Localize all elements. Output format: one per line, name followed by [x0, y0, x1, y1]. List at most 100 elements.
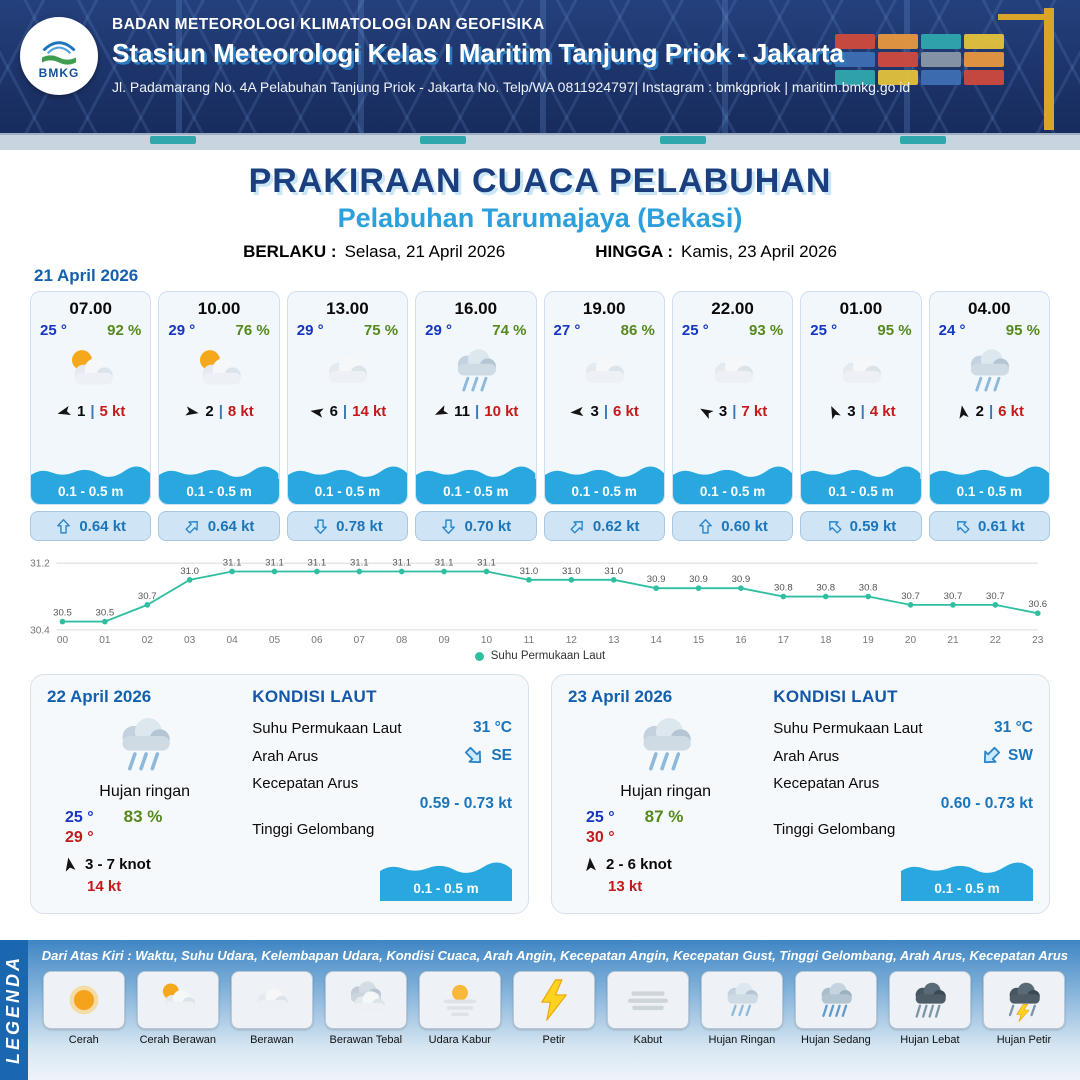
wave-height-band: 0.1 - 0.5 m	[544, 466, 664, 504]
legend-item: Petir	[510, 971, 598, 1046]
svg-text:13: 13	[608, 635, 620, 646]
weather-condition-icon	[418, 971, 501, 1029]
weather-condition-icon	[627, 709, 705, 781]
weather-condition-icon	[606, 971, 689, 1029]
temp-max: 30 °	[586, 829, 615, 847]
divider	[219, 403, 223, 420]
gust-speed: 7 kt	[741, 403, 768, 420]
weather-condition-icon	[60, 342, 122, 400]
wave-height: 0.1 - 0.5 m	[828, 484, 894, 499]
wind-range: 3 - 7 knot	[85, 856, 151, 874]
current-direction-icon	[459, 741, 490, 772]
weather-condition-icon	[512, 971, 595, 1029]
forecast-time: 04.00	[968, 299, 1011, 318]
current-direction-label: Arah Arus	[252, 747, 319, 765]
svg-text:30.7: 30.7	[138, 591, 157, 602]
daily-forecast-panel: 22 April 2026 Hujan ringan 25 ° 83 % 29 …	[30, 674, 529, 915]
svg-text:30.5: 30.5	[96, 607, 115, 618]
wind-speed: 3	[847, 403, 856, 420]
svg-text:02: 02	[142, 635, 154, 646]
forecast-date: 21 April 2026	[34, 266, 139, 285]
svg-text:31.1: 31.1	[223, 557, 242, 568]
wave-height-band: 0.1 - 0.5 m	[31, 466, 151, 504]
legend-item: Hujan Ringan	[698, 971, 786, 1046]
wind-range: 2 - 6 knot	[606, 856, 672, 874]
wave-height-band: 0.1 - 0.5 m	[801, 466, 921, 504]
svg-text:21: 21	[947, 635, 959, 646]
svg-text:31.2: 31.2	[30, 559, 50, 570]
legend-item: Hujan Sedang	[792, 971, 880, 1046]
weather-condition-icon	[830, 342, 892, 400]
weather-condition-icon	[982, 971, 1065, 1029]
wind-direction-icon	[581, 855, 599, 873]
bmkg-emblem-icon	[42, 41, 76, 65]
relative-humidity: 74 %	[492, 322, 527, 339]
wind-direction-icon	[695, 401, 717, 423]
current-direction-icon	[975, 741, 1006, 772]
weather-condition-icon	[445, 342, 507, 400]
wind-row: 2 6 kt	[930, 403, 1049, 420]
surface-current-strip: 0.61 kt	[928, 511, 1050, 541]
valid-from-label: BERLAKU :	[243, 242, 337, 261]
temp-min: 25 °	[65, 809, 94, 827]
current-direction: SE	[491, 747, 512, 765]
current-direction-icon	[312, 518, 329, 535]
kondisi-laut-title: KONDISI LAUT	[252, 687, 377, 707]
legend-item: Hujan Petir	[980, 971, 1068, 1046]
forecast-time: 13.00	[326, 299, 369, 318]
gust-speed: 4 kt	[869, 403, 896, 420]
air-temperature: 25 °	[681, 322, 709, 339]
air-temperature: 29 °	[168, 322, 196, 339]
current-speed: 0.64 kt	[79, 517, 127, 535]
wave-height-chip: 0.1 - 0.5 m	[901, 862, 1033, 902]
sst-chart: 30.4 31.2 30.5 00 30.5 01 30.7 02 31.0 03 31.1 04 31…	[30, 557, 1047, 646]
wind-speed: 1	[76, 403, 86, 420]
current-speed: 0.64 kt	[207, 517, 255, 535]
temp-max: 29 °	[65, 829, 94, 847]
wind-direction-icon	[953, 402, 972, 421]
forecast-card: 16.00 29 ° 74 % 11 10 kt 0.1 - 0.5	[415, 291, 537, 541]
current-speed: 0.60 kt	[721, 517, 768, 535]
legend-item: Cerah	[40, 971, 128, 1046]
sst-label: Suhu Permukaan Laut	[773, 719, 923, 737]
weather-condition-icon	[324, 971, 407, 1029]
forecast-time: 07.00	[69, 299, 112, 318]
current-direction-label: Arah Arus	[773, 747, 840, 765]
surface-current-strip: 0.59 kt	[800, 511, 922, 541]
weather-condition-icon	[316, 342, 378, 400]
gust-speed: 5 kt	[99, 403, 126, 420]
current-direction-icon	[180, 514, 204, 538]
sst-value: 31 °C	[994, 719, 1033, 737]
legend-item-label: Petir	[542, 1034, 566, 1046]
relative-humidity: 83 %	[123, 807, 163, 827]
wind-direction-icon	[307, 402, 326, 421]
wave-height-chip: 0.1 - 0.5 m	[380, 862, 512, 902]
current-speed: 0.62 kt	[592, 517, 640, 535]
page-subtitle: Pelabuhan Tarumajaya (Bekasi)	[337, 203, 743, 233]
chart-legend: Suhu Permukaan Laut	[26, 650, 1054, 662]
legend-item-label: Cerah Berawan	[139, 1034, 216, 1046]
weather-condition-icon	[42, 971, 125, 1029]
relative-humidity: 92 %	[107, 322, 142, 339]
weather-condition: Hujan ringan	[99, 783, 191, 801]
current-speed: 0.59 kt	[849, 517, 897, 535]
forecast-card: 19.00 27 ° 86 % 3 6 kt 0.1 - 0.5 m	[543, 291, 665, 541]
svg-text:07: 07	[354, 635, 366, 646]
seat-art	[150, 136, 196, 144]
wave-height-band: 0.1 - 0.5 m	[672, 466, 793, 504]
seat-art	[900, 136, 946, 144]
surface-current-strip: 0.78 kt	[286, 511, 409, 541]
air-temperature: 29 °	[425, 322, 452, 339]
weather-condition-icon	[700, 971, 783, 1029]
legend-item-label: Cerah	[68, 1034, 99, 1046]
station-name: Stasiun Meteorologi Kelas I Maritim Tanj…	[112, 38, 845, 68]
wave-height-label: Tinggi Gelombang	[773, 821, 896, 839]
svg-text:30.8: 30.8	[774, 582, 793, 593]
legend-item-label: Hujan Sedang	[801, 1034, 871, 1046]
sst-value: 31 °C	[473, 719, 512, 737]
air-temperature: 25 °	[810, 322, 838, 339]
forecast-card: 01.00 25 ° 95 % 3 4 kt 0.1 - 0.5 m	[800, 291, 922, 541]
legend-title: LEGENDA	[3, 955, 24, 1065]
surface-current-strip: 0.64 kt	[158, 511, 280, 541]
wind-speed: 6	[329, 403, 338, 420]
